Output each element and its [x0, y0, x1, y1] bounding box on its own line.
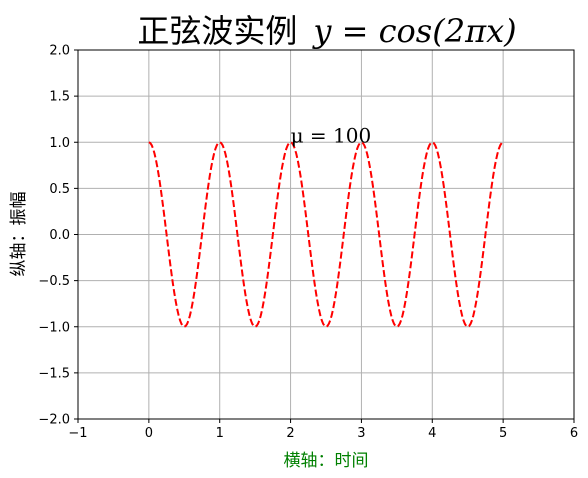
y-tick-label: −1.5: [38, 366, 70, 381]
x-tick-label: 2: [286, 426, 294, 441]
y-tick-label: −0.5: [38, 274, 70, 289]
y-tick-label: −2.0: [38, 413, 70, 428]
chart-title-cn: 正弦波实例: [137, 12, 297, 50]
annotation-mu: μ = 100: [291, 123, 372, 147]
chart-title: 正弦波实例 y = cos(2πx): [137, 12, 516, 50]
y-axis-label: 纵轴：振幅: [9, 192, 29, 277]
grid-layer: [77, 49, 575, 420]
series-layer: [148, 141, 504, 328]
series-line: [148, 141, 504, 328]
x-tick-label: 1: [216, 426, 224, 441]
y-tick-label: 0.0: [49, 228, 70, 243]
y-tick-label: 1.5: [49, 90, 70, 105]
x-tick-label: 5: [499, 426, 507, 441]
x-tick-label: 6: [570, 426, 578, 441]
tick-layer: −1 0 1 2 3 4 5 6 −2.0 −1.5 −1.0 −0.5 0.0 0.5 1.0 1.5 2.0: [38, 44, 578, 442]
x-tick-label: 0: [145, 426, 153, 441]
x-tick-label: −1: [68, 426, 87, 441]
x-axis-label: 横轴：时间: [284, 451, 369, 471]
x-tick-label: 4: [428, 426, 436, 441]
y-tick-label: 2.0: [49, 44, 70, 59]
y-tick-label: −1.0: [38, 320, 70, 335]
x-tick-label: 3: [357, 426, 365, 441]
chart-title-formula: y = cos(2πx): [311, 12, 516, 50]
y-tick-label: 1.0: [49, 136, 70, 151]
y-tick-label: 0.5: [49, 182, 70, 197]
